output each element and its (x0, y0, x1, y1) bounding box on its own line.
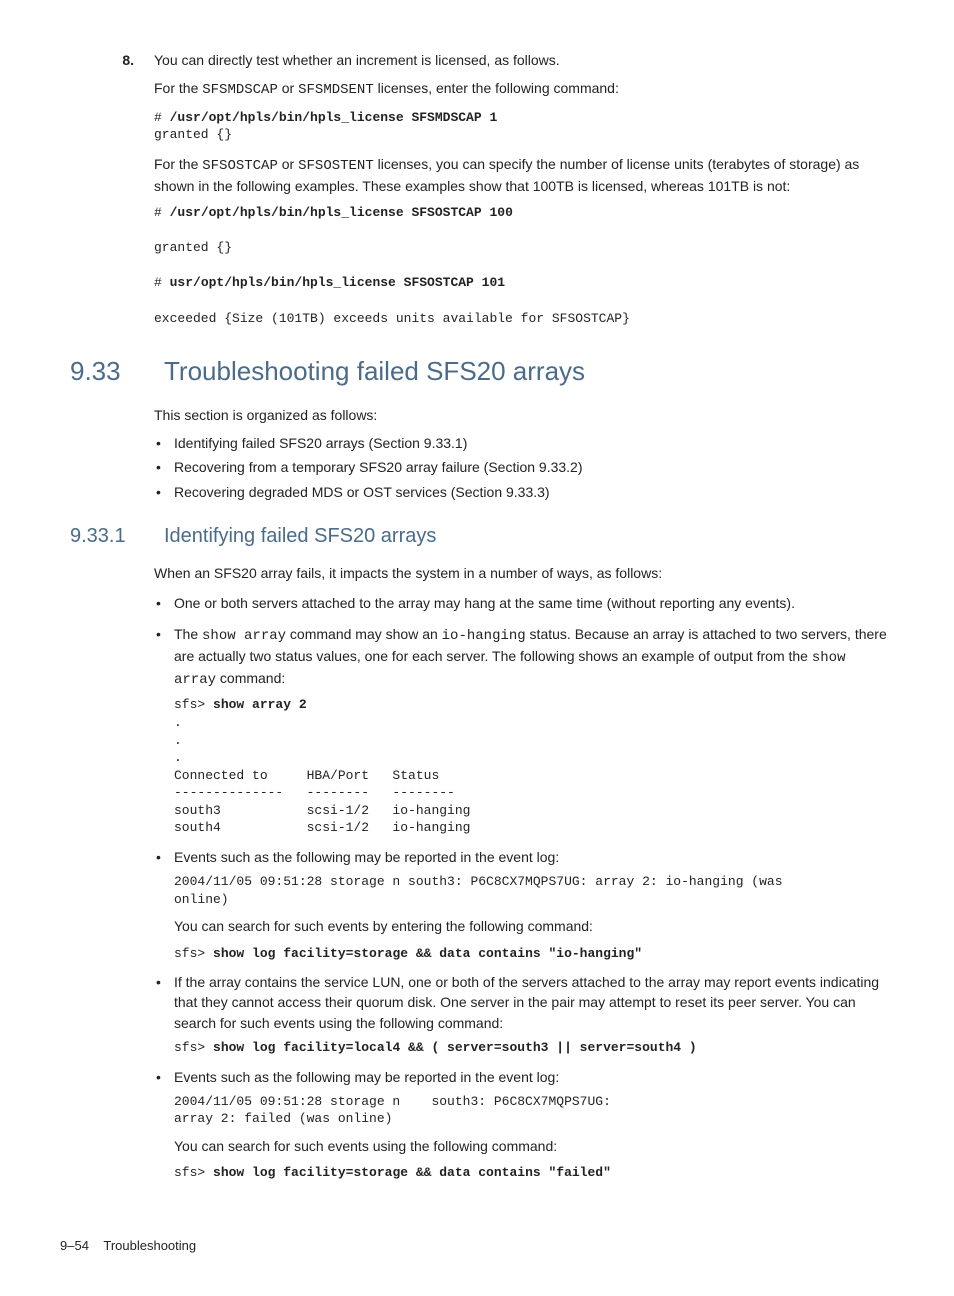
footer-title: Troubleshooting (103, 1238, 196, 1253)
prompt: sfs> (174, 1165, 213, 1180)
section-toc-list: Identifying failed SFS20 arrays (Section… (154, 433, 894, 502)
command: show log facility=storage && data contai… (213, 1165, 611, 1180)
command: show log facility=local4 && ( server=sou… (213, 1040, 697, 1055)
output: granted {} (154, 127, 232, 142)
show-array-output: sfs> show array 2 . . . Connected to HBA… (174, 696, 894, 836)
section-9-33-1-heading: 9.33.1 Identifying failed SFS20 arrays (60, 522, 894, 551)
list-item: Events such as the following may be repo… (154, 1067, 894, 1182)
inline-code: SFSOSTCAP (202, 158, 278, 174)
text: One or both servers attached to the arra… (174, 595, 795, 611)
search-command: sfs> show log facility=storage && data c… (174, 1164, 894, 1182)
text: For the (154, 156, 202, 172)
list-item: One or both servers attached to the arra… (154, 593, 894, 613)
command: /usr/opt/hpls/bin/hpls_license SFSMDSCAP… (170, 110, 498, 125)
text: or (278, 156, 298, 172)
text: command may show an (286, 626, 442, 642)
prompt: # (154, 110, 170, 125)
event-log-output: 2004/11/05 09:51:28 storage n south3: P6… (174, 1093, 894, 1128)
prompt: sfs> (174, 946, 213, 961)
step-p2: For the SFSOSTCAP or SFSOSTENT licenses,… (154, 154, 894, 197)
section-9-33-1-body: When an SFS20 array fails, it impacts th… (154, 563, 894, 1182)
text: Events such as the following may be repo… (174, 849, 559, 865)
inline-code: SFSMDSCAP (202, 82, 278, 98)
command: usr/opt/hpls/bin/hpls_license SFSOSTCAP … (170, 275, 505, 290)
command: show log facility=storage && data contai… (213, 946, 642, 961)
inline-code: show array (202, 628, 286, 644)
subsection-title: Identifying failed SFS20 arrays (164, 522, 436, 551)
step-8-content: For the SFSMDSCAP or SFSMDSENT licenses,… (154, 78, 894, 327)
text: The (174, 626, 202, 642)
list-item: Recovering degraded MDS or OST services … (154, 482, 894, 502)
prompt: # (154, 205, 170, 220)
section-9-33-heading: 9.33 Troubleshooting failed SFS20 arrays (60, 353, 894, 391)
inline-code: SFSOSTENT (298, 158, 374, 174)
section-intro: This section is organized as follows: (154, 405, 894, 425)
text: For the (154, 80, 202, 96)
output: exceeded {Size (101TB) exceeds units ava… (154, 311, 630, 326)
prompt: sfs> (174, 697, 213, 712)
text: If the array contains the service LUN, o… (174, 974, 879, 1031)
text: You can search for such events by enteri… (174, 916, 894, 936)
section-number: 9.33 (60, 353, 164, 391)
list-item: If the array contains the service LUN, o… (154, 972, 894, 1056)
list-item: Events such as the following may be repo… (154, 847, 894, 962)
output: . . . Connected to HBA/Port Status -----… (174, 715, 470, 835)
command: show array 2 (213, 697, 307, 712)
subsection-intro: When an SFS20 array fails, it impacts th… (154, 563, 894, 583)
section-9-33-body: This section is organized as follows: Id… (154, 405, 894, 502)
prompt: sfs> (174, 1040, 213, 1055)
search-command: sfs> show log facility=local4 && ( serve… (174, 1039, 894, 1057)
prompt: # (154, 275, 170, 290)
subsection-number: 9.33.1 (60, 522, 164, 551)
text: licenses, enter the following command: (374, 80, 619, 96)
event-log-output: 2004/11/05 09:51:28 storage n south3: P6… (174, 873, 894, 908)
search-command: sfs> show log facility=storage && data c… (174, 945, 894, 963)
step-p1: For the SFSMDSCAP or SFSMDSENT licenses,… (154, 78, 894, 100)
failure-impact-list: One or both servers attached to the arra… (154, 593, 894, 1181)
code-block-2: # /usr/opt/hpls/bin/hpls_license SFSOSTC… (154, 204, 894, 327)
inline-code: io-hanging (442, 628, 526, 644)
output: granted {} (154, 240, 232, 255)
section-title: Troubleshooting failed SFS20 arrays (164, 353, 585, 391)
list-item: Recovering from a temporary SFS20 array … (154, 457, 894, 477)
page-number: 9–54 (60, 1238, 89, 1253)
command: /usr/opt/hpls/bin/hpls_license SFSOSTCAP… (170, 205, 513, 220)
step-body-lead: You can directly test whether an increme… (154, 50, 894, 70)
text: command: (216, 670, 285, 686)
inline-code: SFSMDSENT (298, 82, 374, 98)
code-block-1: # /usr/opt/hpls/bin/hpls_license SFSMDSC… (154, 109, 894, 144)
step-8: 8. You can directly test whether an incr… (60, 50, 894, 70)
page-footer: 9–54 Troubleshooting (60, 1237, 894, 1256)
list-item: Identifying failed SFS20 arrays (Section… (154, 433, 894, 453)
step-number: 8. (60, 50, 154, 70)
text: You can search for such events using the… (174, 1136, 894, 1156)
text: or (278, 80, 298, 96)
text: Events such as the following may be repo… (174, 1069, 559, 1085)
list-item: The show array command may show an io-ha… (154, 624, 894, 837)
